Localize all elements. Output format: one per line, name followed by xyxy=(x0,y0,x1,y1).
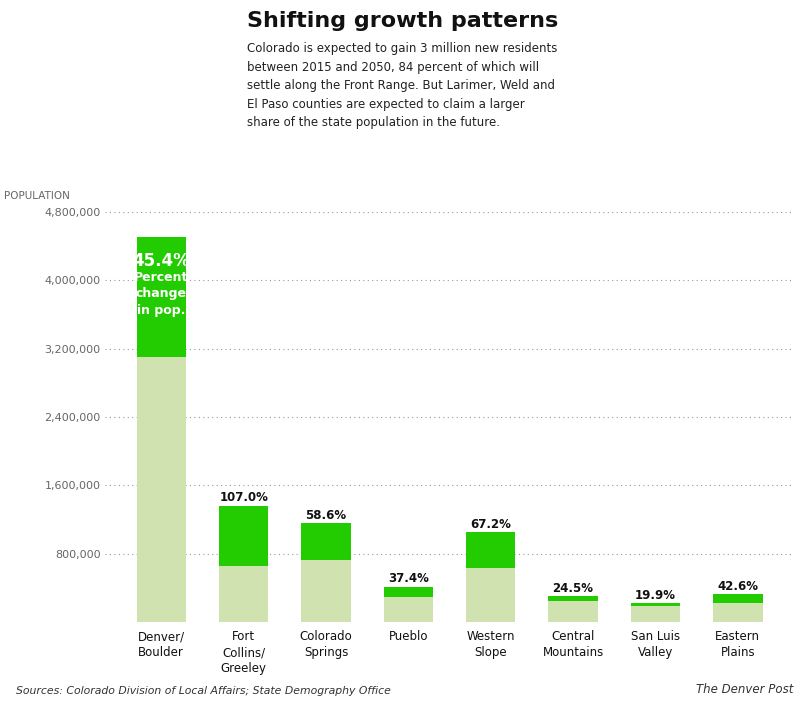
Bar xyxy=(301,523,351,560)
Text: 19.9%: 19.9% xyxy=(635,589,676,602)
Text: 107.0%: 107.0% xyxy=(220,491,268,504)
Text: Shifting growth patterns: Shifting growth patterns xyxy=(247,11,558,30)
Bar xyxy=(713,602,762,622)
Text: Colorado is expected to gain 3 million new residents
between 2015 and 2050, 84 p: Colorado is expected to gain 3 million n… xyxy=(247,42,557,129)
Text: 42.6%: 42.6% xyxy=(718,580,758,592)
Bar xyxy=(466,568,515,622)
Bar xyxy=(219,506,268,566)
Bar xyxy=(713,594,762,602)
Text: 67.2%: 67.2% xyxy=(471,518,511,531)
Text: POPULATION: POPULATION xyxy=(4,192,70,201)
Text: 58.6%: 58.6% xyxy=(305,509,347,522)
Bar xyxy=(137,237,186,357)
Bar xyxy=(631,607,680,622)
Text: Percent
change
in pop.: Percent change in pop. xyxy=(134,271,189,317)
Text: 37.4%: 37.4% xyxy=(388,573,428,585)
Bar xyxy=(137,357,186,622)
Bar xyxy=(631,603,680,607)
Bar xyxy=(219,566,268,622)
Bar xyxy=(384,587,433,597)
Text: The Denver Post: The Denver Post xyxy=(697,684,794,696)
Text: 24.5%: 24.5% xyxy=(552,582,594,595)
Bar xyxy=(466,532,515,568)
Text: Sources: Colorado Division of Local Affairs; State Demography Office: Sources: Colorado Division of Local Affa… xyxy=(16,686,391,696)
Bar xyxy=(384,597,433,622)
Bar xyxy=(301,560,351,622)
Text: 45.4%: 45.4% xyxy=(132,252,190,269)
Bar xyxy=(548,596,598,601)
Bar xyxy=(548,601,598,622)
